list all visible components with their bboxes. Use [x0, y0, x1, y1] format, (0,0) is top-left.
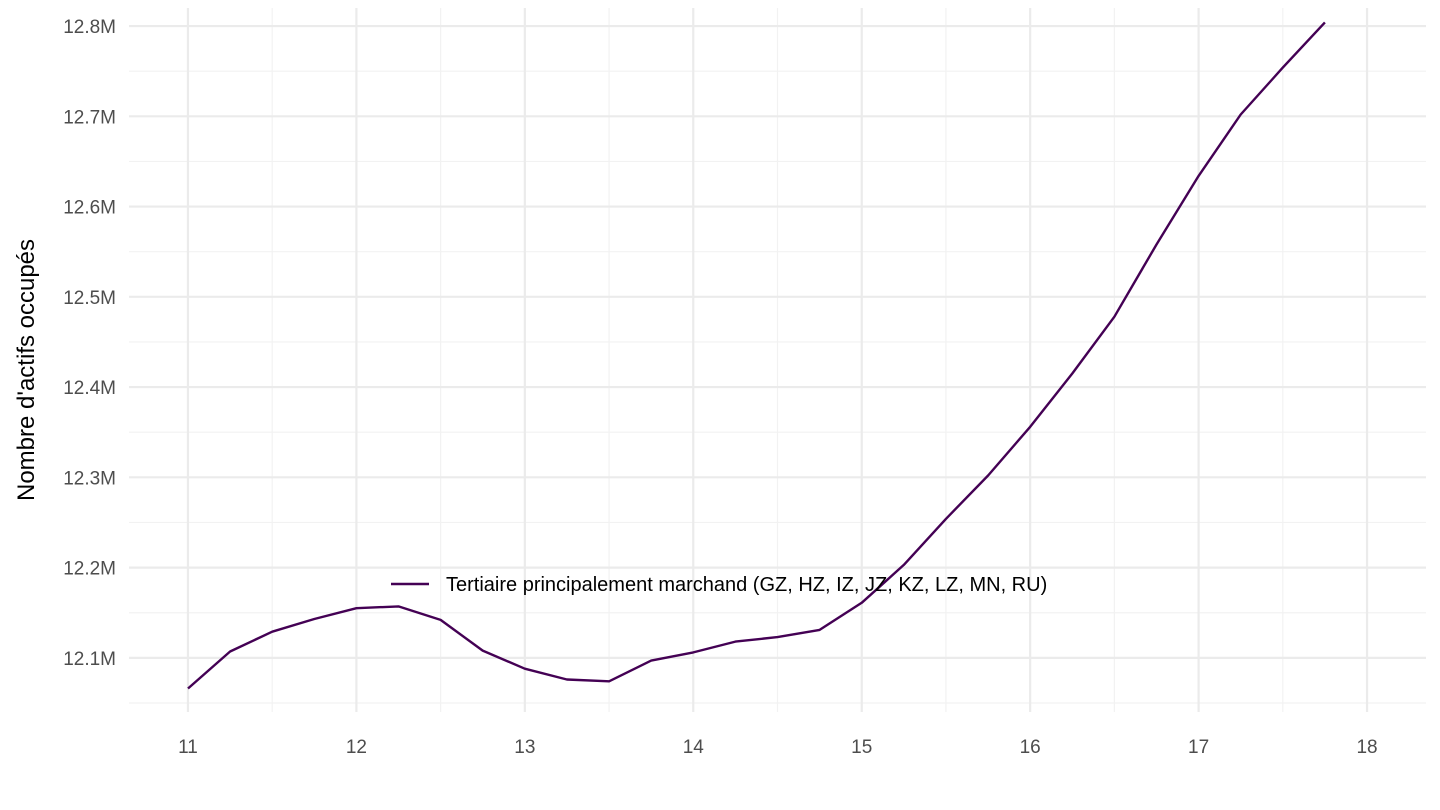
- y-tick-label: 12.4M: [63, 378, 116, 399]
- x-tick-label: 18: [1356, 737, 1377, 758]
- y-tick-label: 12.3M: [63, 468, 116, 489]
- y-tick-label: 12.2M: [63, 559, 116, 580]
- legend-label: Tertiaire principalement marchand (GZ, H…: [446, 574, 1047, 596]
- x-tick-label: 12: [346, 737, 367, 758]
- y-tick-label: 12.1M: [63, 649, 116, 670]
- legend: Tertiaire principalement marchand (GZ, H…: [391, 574, 1047, 596]
- y-tick-label: 12.8M: [63, 17, 116, 38]
- x-tick-label: 14: [683, 737, 705, 758]
- x-tick-label: 17: [1188, 737, 1209, 758]
- y-tick-label: 12.5M: [63, 288, 116, 309]
- major-gridlines: [129, 8, 1426, 712]
- series-layer: [187, 21, 1326, 690]
- x-axis-tick-labels: 11 12 13 14 15 16 17 18: [178, 737, 1378, 758]
- series-line: [187, 21, 1326, 690]
- x-tick-label: 16: [1020, 737, 1041, 758]
- minor-gridlines: [129, 8, 1426, 712]
- y-axis-tick-labels: 12.1M 12.2M 12.3M 12.4M 12.5M 12.6M 12.7M 12.8M: [63, 17, 116, 670]
- x-tick-label: 15: [851, 737, 872, 758]
- y-axis-title: Nombre d'actifs occupés: [13, 239, 40, 501]
- y-tick-label: 12.7M: [63, 107, 116, 128]
- x-tick-label: 11: [178, 737, 198, 758]
- y-tick-label: 12.6M: [63, 198, 116, 219]
- x-tick-label: 13: [514, 737, 535, 758]
